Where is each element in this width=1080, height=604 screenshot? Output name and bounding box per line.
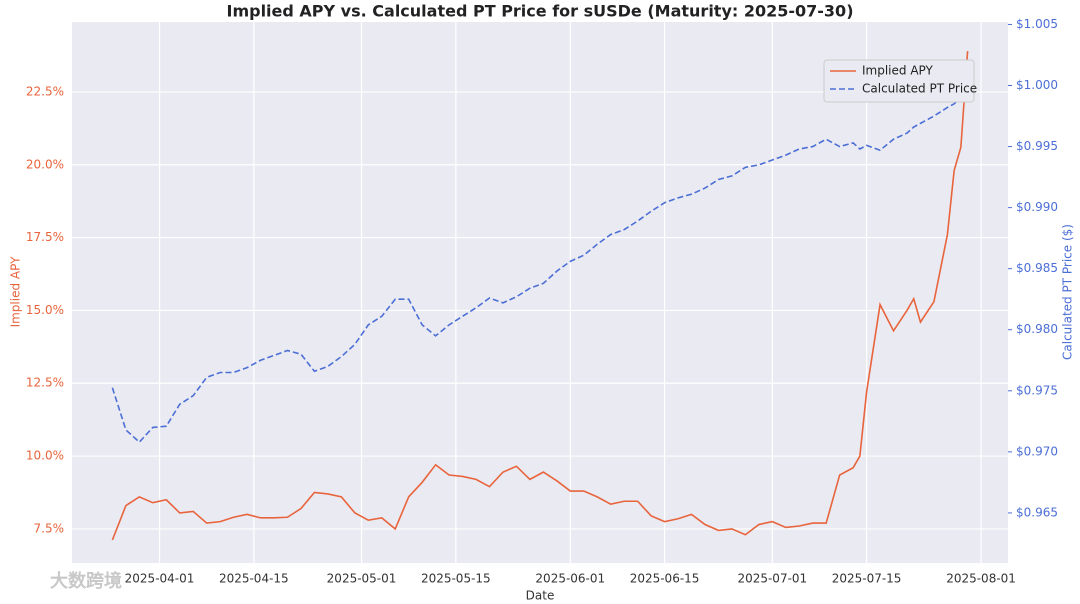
y2-tick-label: $0.970 bbox=[1016, 444, 1058, 458]
y-tick-label: 22.5% bbox=[26, 84, 64, 98]
x-tick-label: 2025-06-01 bbox=[535, 572, 605, 586]
y2-tick-label: $1.005 bbox=[1016, 17, 1058, 31]
legend-label: Calculated PT Price bbox=[862, 82, 977, 96]
y2-tick-label: $0.995 bbox=[1016, 139, 1058, 153]
x-axis-label: Date bbox=[526, 589, 555, 603]
line-series bbox=[111, 51, 969, 541]
y-tick-label: 20.0% bbox=[26, 157, 64, 171]
line-series bbox=[111, 93, 968, 444]
x-tick-label: 2025-05-01 bbox=[327, 572, 397, 586]
x-tick-label: 2025-06-15 bbox=[630, 572, 700, 586]
y-tick-label: 17.5% bbox=[26, 230, 64, 244]
grid bbox=[72, 22, 1008, 563]
x-tick-label: 2025-07-01 bbox=[737, 572, 807, 586]
x-tick-label: 2025-04-01 bbox=[125, 572, 195, 586]
chart-title: Implied APY vs. Calculated PT Price for … bbox=[226, 2, 853, 21]
x-tick-label: 2025-07-15 bbox=[832, 572, 902, 586]
y2-axis-label: Calculated PT Price ($) bbox=[1061, 224, 1075, 360]
x-tick-label: 2025-08-01 bbox=[946, 572, 1016, 586]
y-tick-label: 15.0% bbox=[26, 303, 64, 317]
x-tick-label: 2025-04-15 bbox=[219, 572, 289, 586]
x-tick-label: 2025-05-15 bbox=[421, 572, 491, 586]
legend-label: Implied APY bbox=[862, 64, 934, 78]
y2-tick-label: $0.975 bbox=[1016, 383, 1058, 397]
legend: Implied APY Calculated PT Price bbox=[823, 59, 977, 103]
y-tick-label: 7.5% bbox=[34, 521, 65, 535]
y2-tick-label: $1.000 bbox=[1016, 78, 1058, 92]
y-axis-label: Implied APY bbox=[9, 256, 23, 328]
y-tick-label: 10.0% bbox=[26, 449, 64, 463]
plot-area bbox=[72, 22, 1008, 563]
y2-tick-label: $0.980 bbox=[1016, 322, 1058, 336]
y2-tick-label: $0.965 bbox=[1016, 505, 1058, 519]
y-tick-label: 12.5% bbox=[26, 376, 64, 390]
y2-tick-label: $0.985 bbox=[1016, 261, 1058, 275]
y2-tick-label: $0.990 bbox=[1016, 200, 1058, 214]
legend-box bbox=[823, 59, 975, 103]
watermark: 大数跨境 bbox=[50, 570, 122, 592]
